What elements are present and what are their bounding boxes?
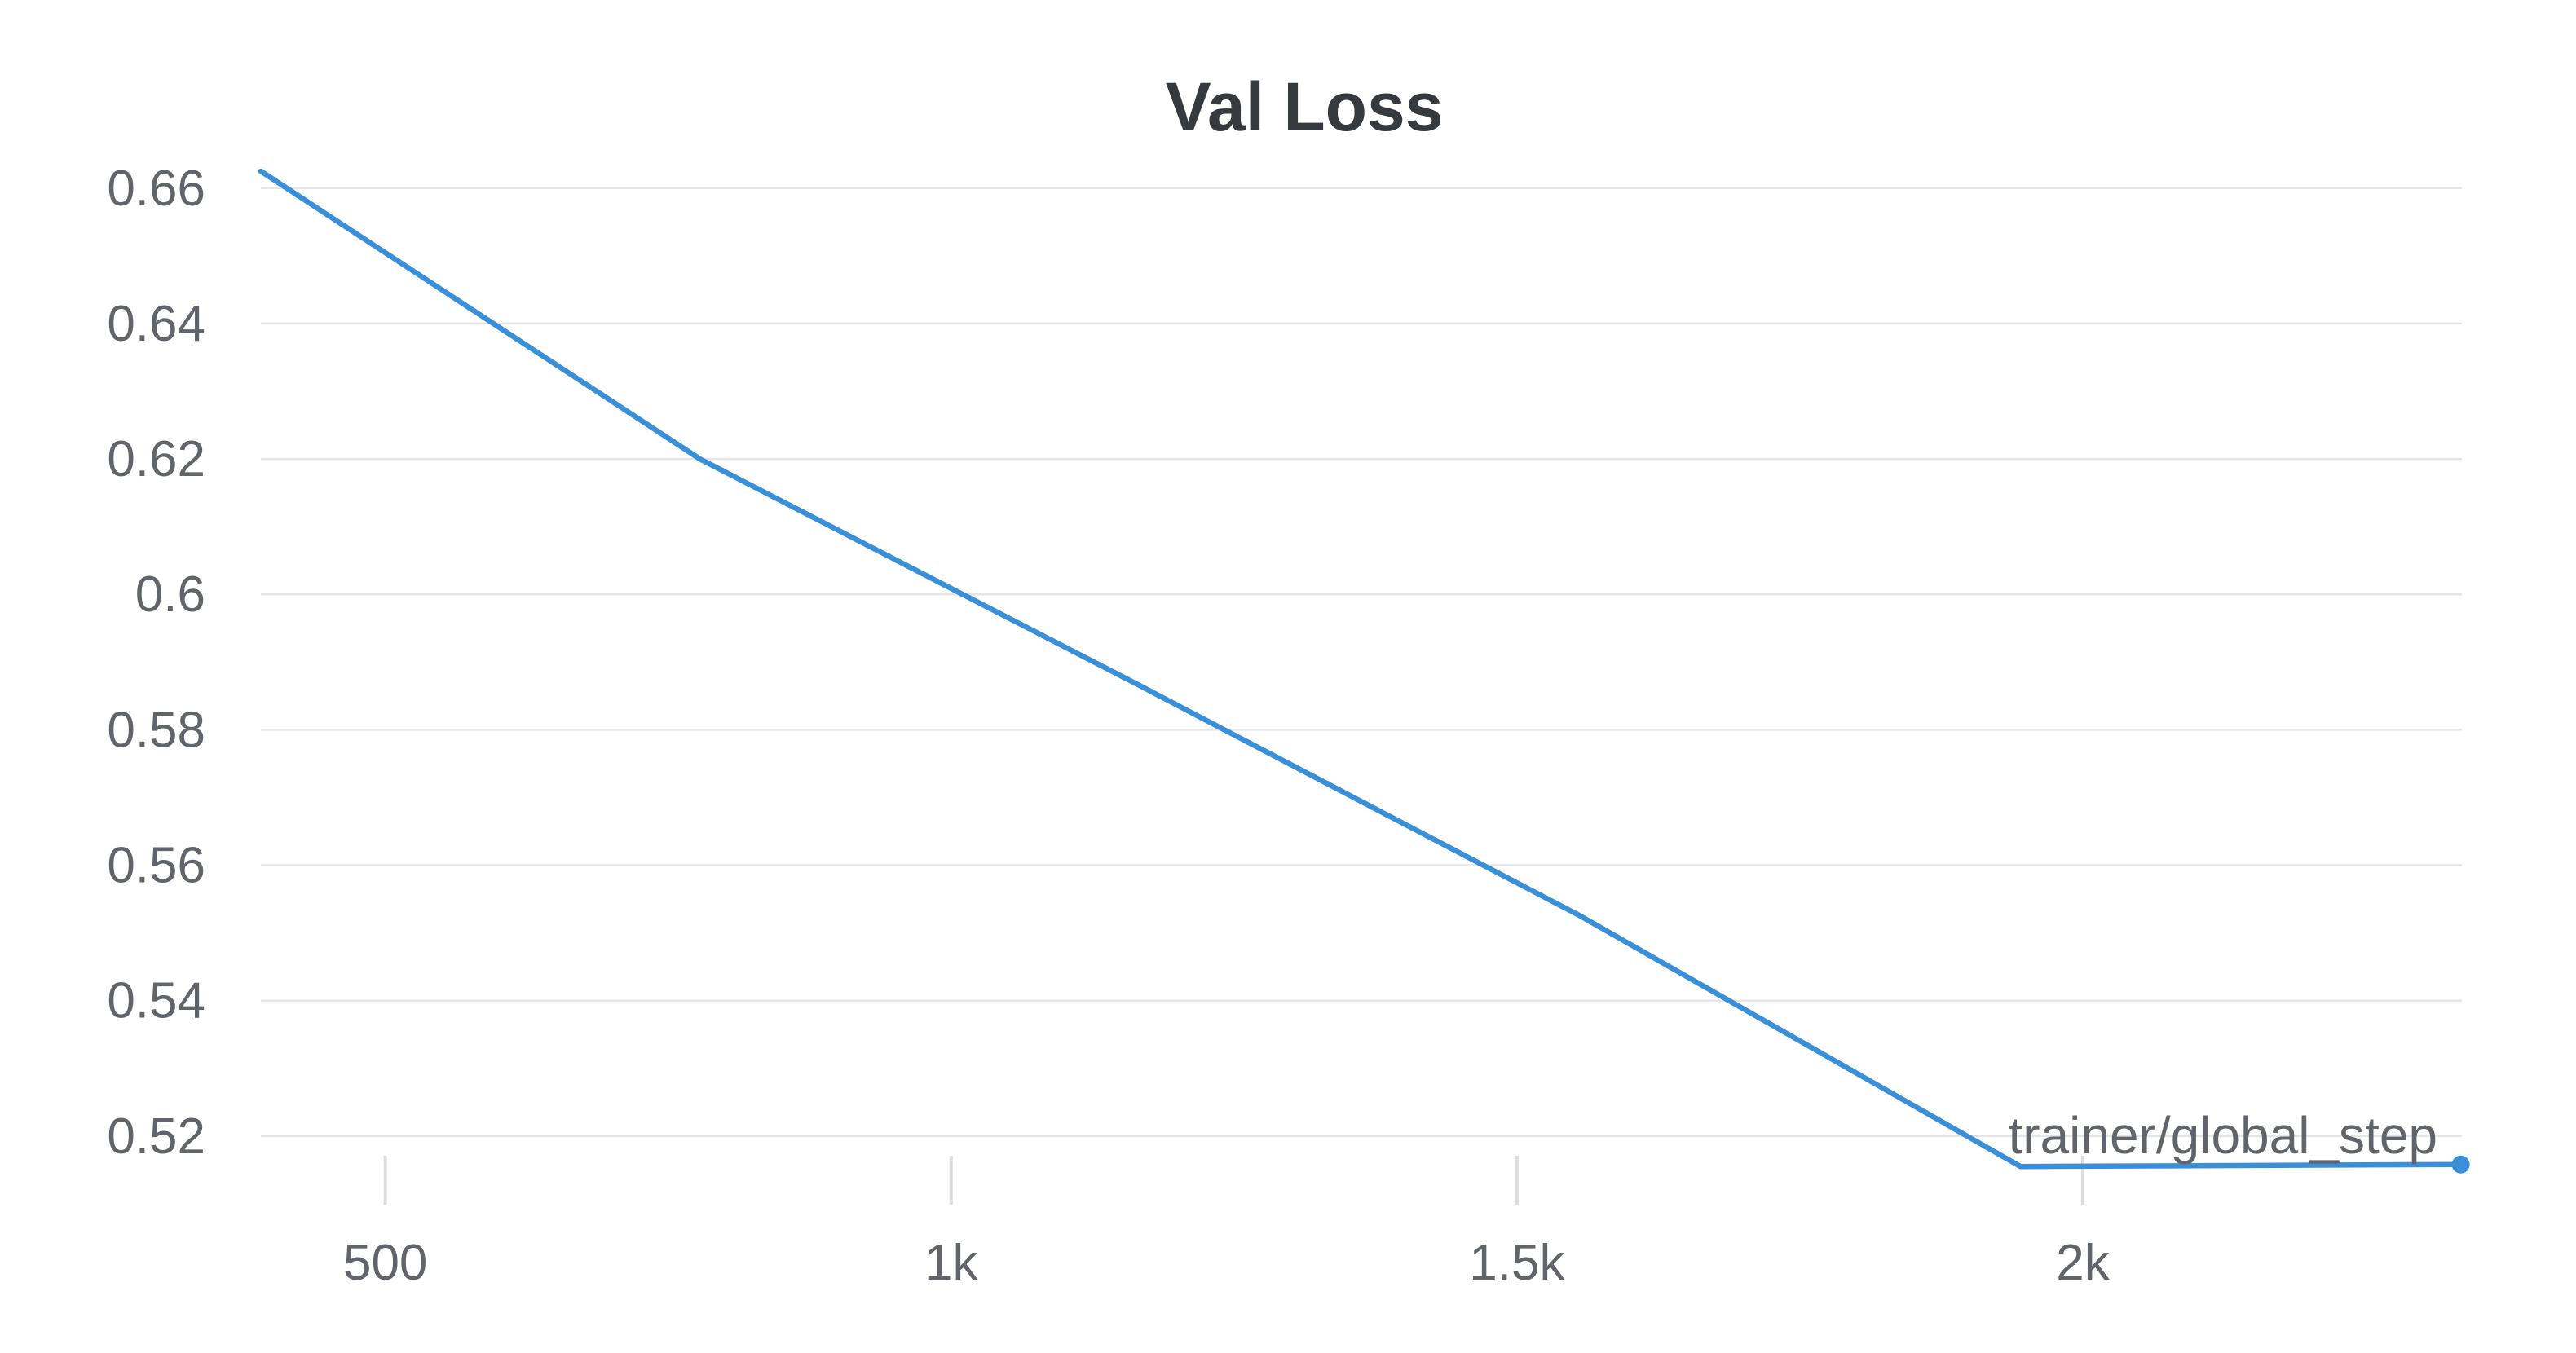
y-tick-label: 0.6 xyxy=(135,566,205,623)
y-tick-label: 0.62 xyxy=(107,431,205,487)
x-tick-label: 1.5k xyxy=(1469,1235,1565,1291)
x-axis-tick-labels: 500 1k 1.5k 2k xyxy=(343,1235,2111,1291)
gridlines xyxy=(261,187,2462,1138)
x-tick-label: 2k xyxy=(2056,1235,2110,1291)
x-axis-ticks xyxy=(383,1156,2084,1205)
y-tick-label: 0.66 xyxy=(107,161,205,217)
chart-title: Val Loss xyxy=(1166,68,1444,145)
x-axis-label: trainer/global_step xyxy=(2008,1106,2437,1165)
y-tick-label: 0.58 xyxy=(107,702,205,758)
y-tick-label: 0.52 xyxy=(107,1108,205,1165)
series-line xyxy=(258,168,2464,1170)
y-tick-label: 0.56 xyxy=(107,838,205,894)
x-tick-label: 500 xyxy=(343,1235,427,1291)
series-lines xyxy=(258,168,2470,1174)
series-last-point xyxy=(2451,1155,2470,1174)
y-tick-label: 0.64 xyxy=(107,296,205,352)
x-tick-label: 1k xyxy=(924,1235,978,1291)
y-tick-label: 0.54 xyxy=(107,973,205,1029)
y-axis-tick-labels: 0.52 0.54 0.56 0.58 0.6 0.62 0.64 0.66 xyxy=(107,161,205,1165)
